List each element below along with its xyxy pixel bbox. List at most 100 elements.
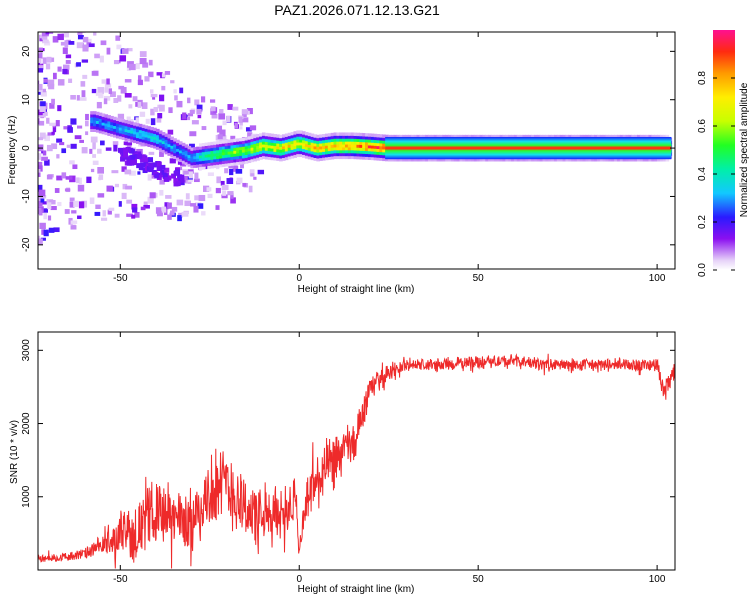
spectrogram-cell [164, 150, 169, 155]
spectrogram-cell [45, 32, 50, 35]
spectrogram-cell [74, 135, 82, 140]
spectrogram-cell [184, 155, 189, 160]
spectrogram-cell [324, 139, 329, 143]
spectrogram-cell [150, 144, 154, 148]
spectrogram-cell [221, 160, 226, 165]
spectrogram-cell [425, 134, 429, 139]
spectrogram-cell [90, 168, 95, 173]
spectrogram-cell [319, 140, 323, 144]
spectrogram-cell [121, 166, 127, 172]
spectrogram-cell [302, 139, 306, 144]
spectrogram-cell [64, 209, 70, 214]
spectrogram-cell [614, 134, 618, 139]
spectrogram-cell [149, 192, 156, 199]
spectrogram-cell [350, 155, 355, 160]
spectrogram-cell [324, 145, 329, 149]
spectrogram-cell [124, 79, 132, 83]
spectrogram-cell [548, 134, 552, 139]
spectrogram-cell [490, 134, 495, 139]
spectrogram-cell [93, 111, 97, 115]
spectrogram-cell [310, 153, 315, 158]
spectrogram-cell [376, 134, 381, 138]
spectrogram-cell [249, 169, 255, 177]
spectrogram-cell [327, 141, 332, 146]
spectrogram-cell [253, 140, 257, 144]
spectrogram-cell [123, 152, 129, 158]
spectrogram-cell [77, 184, 85, 192]
spectrogram-cell [138, 123, 143, 128]
spectrogram-cell [101, 116, 106, 120]
spectrogram-cell [281, 137, 286, 141]
spectrogram-cell [93, 116, 97, 121]
spectrogram-cell [230, 193, 234, 199]
spectrogram-cell [513, 158, 518, 162]
spectrogram-cell [97, 193, 105, 198]
spectrogram-cell [219, 146, 223, 150]
spectrogram-cell [207, 142, 212, 146]
spectrogram-cell [121, 136, 126, 141]
spectrogram-cell [145, 118, 150, 124]
spectrogram-cell [276, 157, 280, 162]
spectrogram-cell [198, 146, 203, 150]
spectrogram-cell [313, 157, 318, 161]
spectrogram-cell [167, 214, 172, 220]
spectrogram-cell [302, 154, 306, 158]
spectrogram-cell [376, 142, 381, 147]
spectrogram-cell [164, 142, 169, 146]
spectrogram-cell [196, 146, 200, 151]
spectrogram-cell [167, 137, 172, 142]
spectrogram-cell [651, 158, 655, 162]
colorbar-tick-label: 0.8 [697, 71, 708, 85]
spectrogram-cell [151, 174, 156, 179]
spectrogram-cell [144, 76, 150, 82]
spectrogram-cell [124, 137, 129, 141]
spectrogram-cell [98, 112, 103, 117]
spectrogram-cell [161, 73, 167, 78]
spectrogram-cell [293, 137, 298, 141]
spectrogram-cell [123, 147, 129, 153]
spectrogram-cell [108, 88, 113, 95]
spectrogram-cell [542, 158, 547, 162]
spectrogram-cell [193, 178, 200, 183]
spectrogram-cell [350, 149, 355, 154]
spectrogram-cell [48, 83, 55, 90]
spectrogram-cell [153, 139, 157, 143]
spectrogram-cell [141, 142, 146, 146]
spectrogram-cell [104, 131, 109, 136]
spectrogram-cell [241, 152, 246, 156]
spectrogram-cell [591, 134, 595, 139]
spectrogram-cell [453, 158, 458, 162]
spectrogram-cell [636, 134, 641, 139]
spectrogram-cell [164, 176, 170, 182]
spectrogram-cell [113, 122, 117, 126]
spectrogram-cell [113, 116, 117, 121]
spectrogram-cell [239, 161, 243, 165]
spectrogram-cell [307, 153, 312, 157]
spectrogram-cell [310, 139, 315, 143]
spectrogram-cell [150, 126, 154, 131]
spectrogram-cell [149, 89, 154, 94]
spectrogram-cell [178, 147, 183, 151]
spectrogram-cell [126, 116, 131, 121]
spectrogram-cell [126, 47, 133, 52]
spectrogram-cell [227, 104, 233, 110]
spectrogram-cell [359, 153, 363, 157]
spectrogram-cell [170, 80, 175, 84]
spectrogram-cell [219, 135, 227, 142]
spectrogram-cell [164, 167, 170, 173]
spectrogram-cell [359, 138, 363, 143]
spectrogram-cell [322, 151, 326, 155]
spectrogram-cell [279, 155, 283, 159]
spectrogram-cell [138, 138, 143, 142]
spectrogram-cell [273, 151, 278, 155]
spectrogram-cell [51, 143, 58, 150]
spectrogram-cell [141, 124, 146, 129]
spectrogram-cell [571, 134, 575, 139]
spectrogram-cell [227, 151, 232, 155]
spectrogram-cell [178, 158, 183, 163]
spectrogram-cell [198, 149, 203, 153]
spectrogram-cell [287, 135, 292, 140]
spectrogram-cell [216, 141, 220, 145]
spectrogram-cell [436, 134, 441, 139]
spectrogram-cell [140, 157, 146, 163]
